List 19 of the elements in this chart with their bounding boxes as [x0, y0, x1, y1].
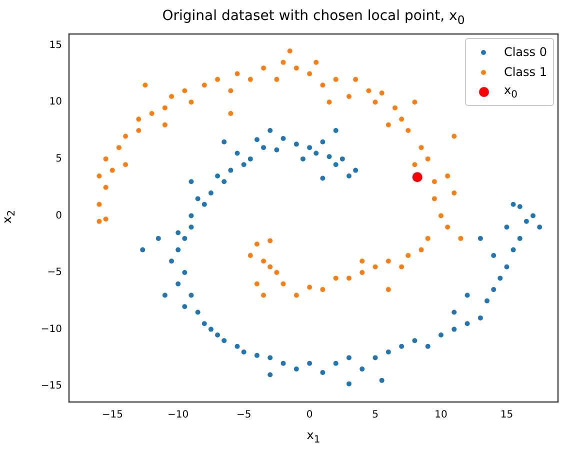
y-tick-label: 5	[56, 154, 62, 165]
x-tick-label: 5	[372, 410, 378, 421]
chart-title: Original dataset with chosen local point, x$_{0}$	[161, 8, 466, 27]
x-tick-label: −10	[168, 410, 189, 421]
y-tick-label: −10	[40, 324, 62, 335]
legend-label: Class 0	[504, 45, 547, 59]
legend-label: Class 1	[504, 65, 547, 79]
legend-label: x$_{0}$	[504, 83, 518, 101]
x-tick-label: 15	[500, 410, 514, 421]
y-tick-label: −15	[40, 380, 62, 392]
y-tick-label: −5	[47, 267, 62, 278]
y-tick-label: 10	[49, 96, 62, 108]
y-tick-label: 0	[56, 210, 62, 222]
x-tick-label: 0	[306, 410, 313, 421]
x-tick-label: −15	[102, 410, 123, 421]
x-tick-label: −5	[236, 410, 252, 421]
x-tick-label: 10	[434, 410, 448, 421]
y-tick-label: 15	[49, 40, 62, 51]
x-axis-title: x$_{1}$	[306, 428, 322, 446]
